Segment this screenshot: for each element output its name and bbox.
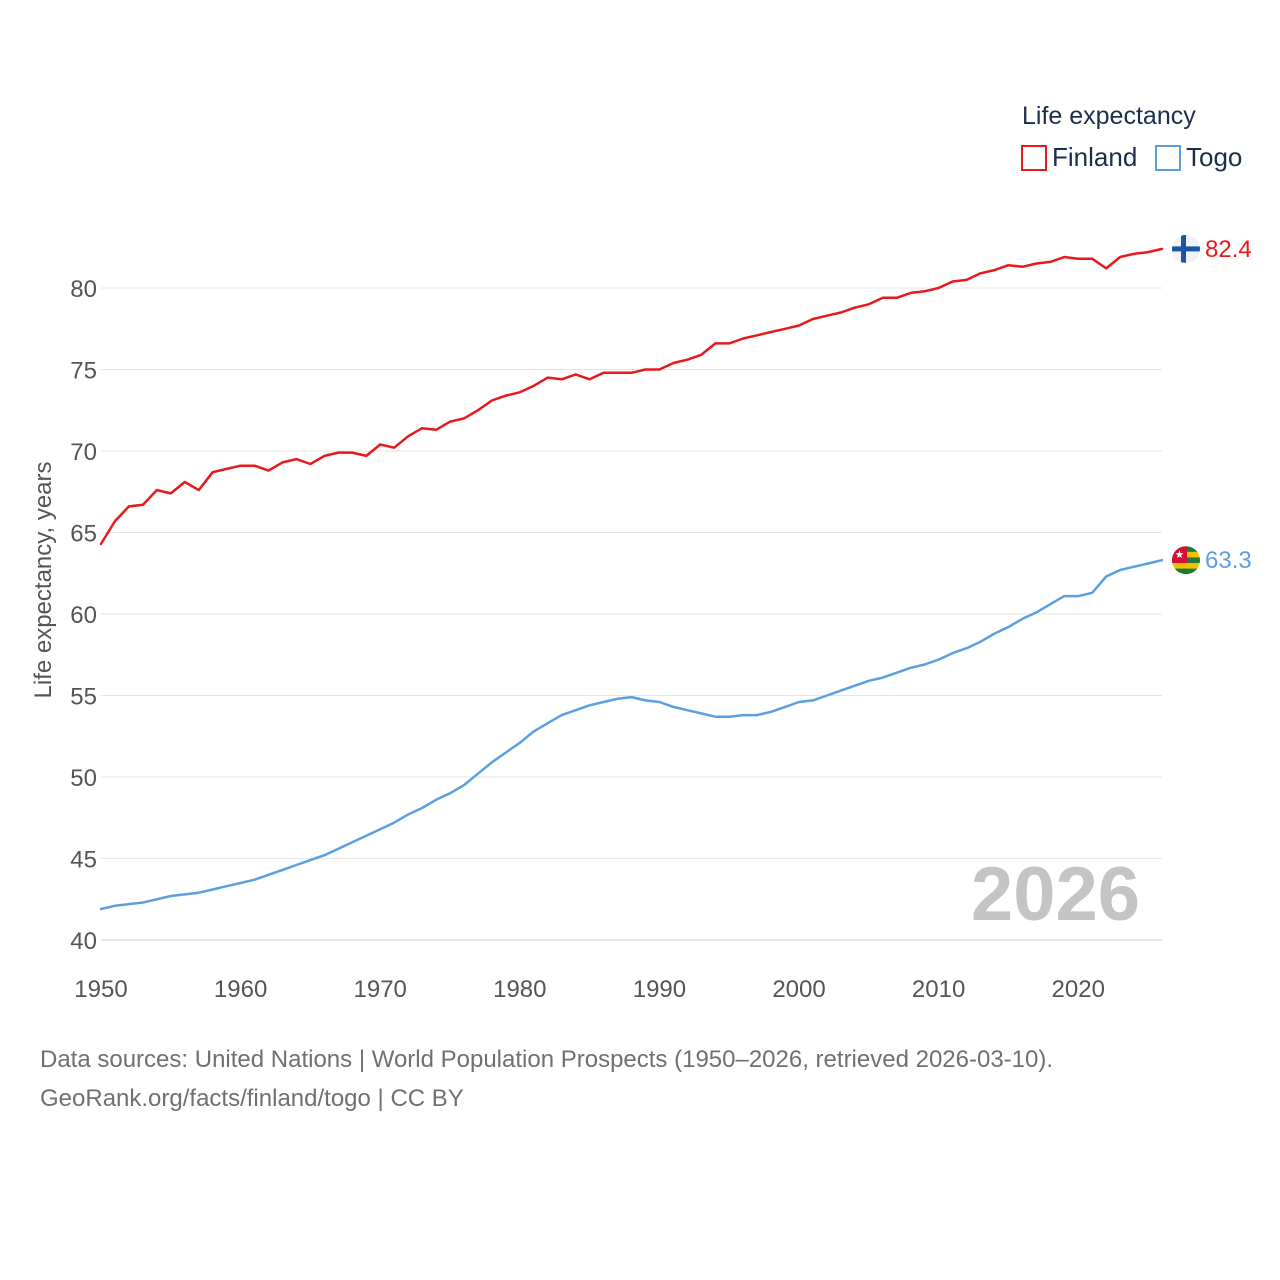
legend-label-togo[interactable]: Togo	[1186, 142, 1242, 172]
x-tick-label-1990: 1990	[633, 976, 686, 1003]
gridlines	[101, 287, 1162, 941]
y-axis-label: Life expectancy, years	[30, 461, 57, 698]
x-tick-label-1980: 1980	[493, 976, 546, 1003]
series-lines	[99, 247, 1164, 911]
flag-stripe	[1172, 563, 1200, 570]
y-tick-label-45: 45	[70, 847, 97, 874]
y-tick-label-80: 80	[70, 276, 97, 303]
end-label-togo: 63.3	[1205, 547, 1252, 574]
series-endpoints: 82.4 63.3	[1172, 234, 1252, 575]
flag-star	[1175, 550, 1184, 558]
legend-title: Life expectancy	[1022, 102, 1196, 130]
x-tick-label-1960: 1960	[214, 976, 267, 1003]
series-line-finland[interactable]	[99, 247, 1164, 546]
y-tick-label-40: 40	[70, 928, 97, 955]
x-tick-label-1950: 1950	[74, 976, 127, 1003]
legend-swatch-finland[interactable]	[1021, 145, 1047, 171]
flag-cross-v	[1181, 234, 1186, 263]
x-tick-label-2000: 2000	[772, 976, 825, 1003]
y-tick-label-50: 50	[70, 765, 97, 792]
x-tick-label-1970: 1970	[354, 976, 407, 1003]
y-tick-label-60: 60	[70, 602, 97, 629]
x-tick-label-2020: 2020	[1052, 976, 1105, 1003]
y-tick-label-55: 55	[70, 684, 97, 711]
legend: Life expectancy Finland Togo	[1021, 102, 1242, 172]
data-sources-line: Data sources: United Nations | World Pop…	[40, 1046, 1054, 1073]
legend-swatch-togo[interactable]	[1155, 145, 1181, 171]
y-axis-ticks: 40 45 50 55 60 65 70 75 80	[70, 276, 97, 955]
flag-stripe	[1172, 568, 1200, 575]
finland-flag-icon	[1172, 234, 1200, 263]
credit-line[interactable]: GeoRank.org/facts/finland/togo | CC BY	[40, 1085, 464, 1112]
series-line-togo[interactable]	[99, 558, 1164, 911]
togo-flag-icon	[1172, 546, 1200, 575]
x-tick-label-2010: 2010	[912, 976, 965, 1003]
legend-label-finland[interactable]: Finland	[1052, 142, 1137, 172]
end-label-finland: 82.4	[1205, 236, 1252, 263]
y-tick-label-70: 70	[70, 439, 97, 466]
source-note: Data sources: United Nations | World Pop…	[40, 1040, 1240, 1118]
year-watermark: 2026	[971, 852, 1140, 937]
x-axis-ticks: 1950 1960 1970 1980 1990 2000 2010 2020	[74, 976, 1105, 1003]
y-tick-label-65: 65	[70, 521, 97, 548]
y-tick-label-75: 75	[70, 358, 97, 385]
